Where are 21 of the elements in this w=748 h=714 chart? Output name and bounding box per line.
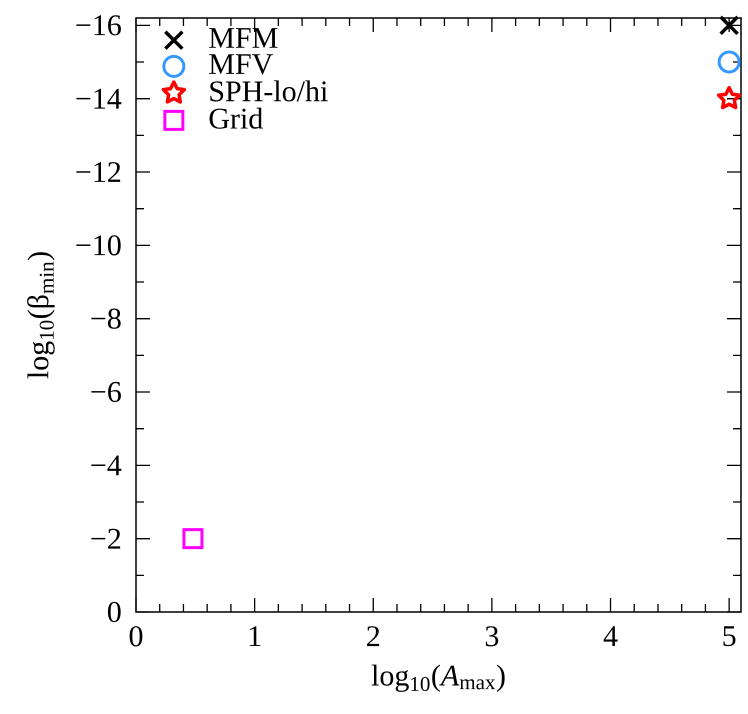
y-tick-label: −10 (76, 235, 121, 256)
y-tick-label: −4 (91, 455, 122, 476)
y-tick-label: −12 (76, 162, 120, 182)
legend-label: SPH-lo/hi (210, 80, 328, 102)
x-tick-label: 0 (130, 626, 142, 646)
y-tick-label: −16 (76, 15, 121, 36)
x-tick-label: 3 (486, 626, 498, 646)
legend-label: MFV (209, 54, 273, 74)
x-tick-label: 4 (604, 626, 618, 646)
legend-label: MFM (209, 28, 278, 48)
x-tick-label: 1 (250, 626, 260, 646)
y-axis-title: log$_{10}$(β$_{min}$) (27, 252, 55, 379)
x-axis-title: log$_{10}$(A$_{max}$) (372, 664, 505, 692)
legend-label: Grid (210, 108, 263, 129)
y-tick-label: 0 (108, 602, 121, 622)
y-tick-label: −6 (91, 382, 121, 402)
y-tick-label: −2 (91, 528, 120, 549)
y-tick-label: −8 (91, 308, 121, 329)
x-tick-label: 2 (367, 626, 380, 646)
x-tick-label: 5 (723, 626, 736, 646)
y-tick-label: −14 (76, 88, 122, 109)
